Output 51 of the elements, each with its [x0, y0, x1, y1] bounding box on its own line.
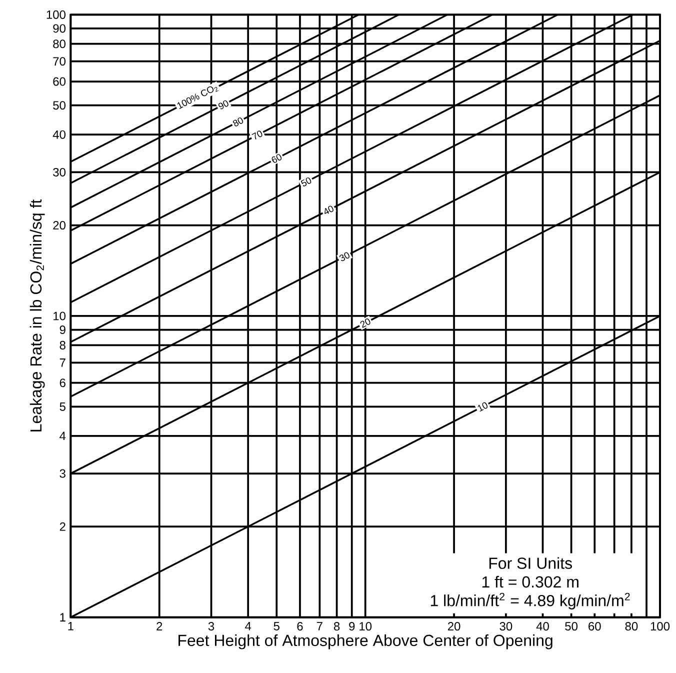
annotation: 1 ft = 0.302 m — [482, 576, 578, 588]
x-tick-label: 3 — [208, 622, 214, 630]
y-tick-label: 3 — [60, 469, 66, 478]
y-tick-label: 10 — [54, 312, 66, 320]
x-axis-title: Feet Height of Atmosphere Above Center of Opening — [178, 634, 552, 650]
text: 70 — [252, 130, 262, 140]
x-tick-label: 2 — [156, 622, 162, 630]
x-tick-label: 60 — [588, 622, 601, 630]
y-tick-label: 60 — [53, 77, 66, 86]
text: 50 — [300, 177, 312, 186]
x-tick-label: 10 — [360, 622, 372, 630]
text: 100% CO$_{2}$ — [177, 86, 219, 109]
text: 40 — [324, 206, 334, 214]
x-tick-label: 7 — [316, 622, 322, 630]
text: 60 — [272, 154, 282, 163]
y-tick-label: 5 — [60, 402, 66, 411]
x-tick-label: 8 — [334, 622, 340, 630]
x-tick-label: 6 — [297, 622, 303, 630]
y-tick-label: 30 — [53, 168, 66, 176]
y-tick-label: 90 — [53, 24, 66, 33]
text: 80 — [233, 117, 244, 126]
text: 10 — [478, 402, 488, 412]
y-tick-label: 40 — [52, 130, 66, 139]
y-tick-label: 4 — [60, 432, 66, 440]
x-tick-label: 20 — [448, 622, 460, 630]
x-tick-label: 9 — [349, 622, 355, 630]
x-tick-label: 4 — [245, 622, 252, 630]
y-tick-label: 8 — [60, 340, 66, 350]
y-tick-label: 20 — [53, 220, 66, 230]
y-tick-label: 9 — [60, 325, 66, 334]
x-tick-label: 30 — [500, 622, 512, 630]
y-tick-label: 100 — [46, 10, 66, 19]
x-tick-label: 50 — [565, 622, 578, 630]
y-tick-label: 50 — [53, 100, 66, 110]
y-tick-label: 80 — [53, 39, 66, 48]
text: 20 — [360, 318, 370, 328]
y-tick-label: 7 — [60, 358, 66, 367]
annotation: 1 lb/min/ft$^{2}$ = 4.89 kg/min/m$^{2}$ — [430, 592, 630, 610]
x-tick-label: 5 — [274, 622, 280, 630]
x-tick-label: 40 — [536, 622, 549, 630]
text: 90 — [218, 100, 228, 110]
y-tick-label: 70 — [53, 56, 66, 66]
y-tick-label: 6 — [60, 378, 66, 387]
x-tick-label: 1 — [68, 622, 74, 630]
annotation: For SI Units — [489, 557, 572, 569]
y-axis-title: Leakage Rate in lb CO$_{2}$/min/sq ft — [30, 199, 45, 432]
x-tick-label: 100 — [650, 622, 670, 630]
y-tick-label: 1 — [60, 613, 66, 622]
text: 30 — [339, 252, 350, 261]
y-tick-label: 2 — [60, 522, 66, 531]
x-tick-label: 80 — [625, 622, 638, 630]
